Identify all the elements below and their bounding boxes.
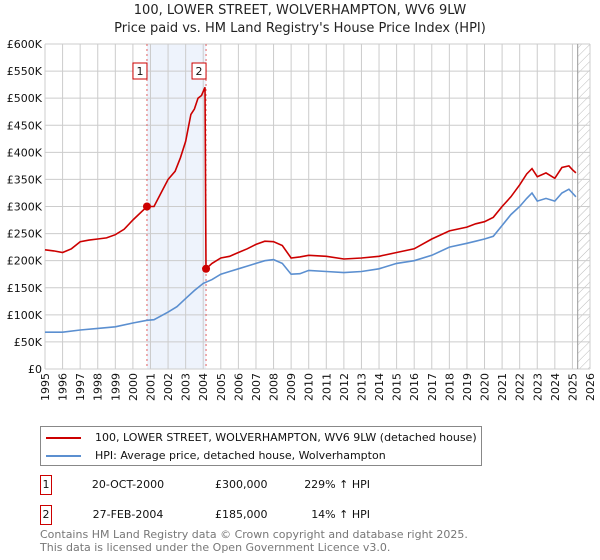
y-tick-label: £250K xyxy=(7,228,43,241)
sale-label-box xyxy=(132,62,148,80)
y-tick-label: £500K xyxy=(7,92,43,105)
transaction-price: £300,000 xyxy=(215,478,268,491)
transaction-hpi: 14% ↑ HPI xyxy=(311,508,370,521)
transaction-number: 2 xyxy=(40,505,52,525)
legend-swatch-blue xyxy=(46,454,81,457)
y-tick-label: £550K xyxy=(7,65,43,78)
x-tick-label: 2002 xyxy=(162,373,175,401)
x-tick-label: 2018 xyxy=(443,373,456,401)
sale-marker xyxy=(142,202,151,211)
transaction-row: 1 20-OCT-2000 £300,000 229% ↑ HPI xyxy=(40,475,440,495)
y-tick-label: £0 xyxy=(28,363,42,376)
x-tick-label: 2019 xyxy=(461,373,474,401)
price-chart: 1995 1996 1997 1998 1999 2000 2001 2002 2003 2004… xyxy=(7,40,597,401)
x-tick-label: 2022 xyxy=(514,373,527,401)
x-tick-label: 2013 xyxy=(355,373,368,401)
y-tick-label: £200K xyxy=(7,255,43,268)
y-tick-label: £150K xyxy=(7,282,43,295)
transaction-date: 27-FEB-2004 xyxy=(92,508,164,521)
x-tick-label: 2003 xyxy=(180,373,193,401)
transaction-hpi: 229% ↑ HPI xyxy=(304,478,370,491)
x-tick-label: 2000 xyxy=(127,373,140,401)
x-tick-label: 2016 xyxy=(408,373,421,401)
x-tick-label: 2004 xyxy=(197,373,210,401)
sale-marker xyxy=(202,264,211,273)
y-tick-label: £350K xyxy=(7,173,43,186)
x-tick-label: 2023 xyxy=(531,373,544,401)
x-tick-label: 1998 xyxy=(92,373,105,401)
transaction-row: 2 27-FEB-2004 £185,000 14% ↑ HPI xyxy=(40,505,440,525)
legend-swatch-red xyxy=(46,436,81,439)
footer-line: Contains HM Land Registry data © Crown c… xyxy=(40,528,468,541)
y-tick-label: £400K xyxy=(7,146,43,159)
x-tick-label: 2008 xyxy=(268,373,281,401)
footer: Contains HM Land Registry data © Crown c… xyxy=(40,528,468,554)
legend-label: HPI: Average price, detached house, Wolv… xyxy=(95,449,386,462)
y-tick-label: £450K xyxy=(7,119,43,132)
x-tick-label: 2024 xyxy=(549,373,562,401)
x-tick-label: 2025 xyxy=(566,373,579,401)
series-line xyxy=(45,188,577,334)
x-tick-label: 2020 xyxy=(479,373,492,401)
x-tick-label: 1999 xyxy=(109,373,122,401)
x-tick-label: 2021 xyxy=(496,373,509,401)
legend: 100, LOWER STREET, WOLVERHAMPTON, WV6 9L… xyxy=(40,426,482,466)
x-tick-label: 2010 xyxy=(303,373,316,401)
y-tick-label: £600K xyxy=(7,40,43,51)
transaction-date: 20-OCT-2000 xyxy=(91,478,165,491)
x-tick-label: 2005 xyxy=(215,373,228,401)
subtitle-line: Price paid vs. HM Land Registry's House … xyxy=(114,21,486,36)
x-tick-label: 2009 xyxy=(285,373,298,401)
y-tick-label: £300K xyxy=(7,201,43,214)
legend-item-hpi: HPI: Average price, detached house, Wolv… xyxy=(41,447,386,464)
x-tick-label: 1996 xyxy=(57,373,70,401)
x-tick-label: 2001 xyxy=(144,373,157,401)
y-tick-label: £100K xyxy=(7,309,43,322)
sale-label: 2 xyxy=(196,65,203,78)
x-tick-label: 1995 xyxy=(39,373,52,401)
x-tick-label: 2011 xyxy=(320,373,333,401)
sale-label-box xyxy=(191,62,207,80)
transaction-price: £185,000 xyxy=(215,508,268,521)
transaction-number: 1 xyxy=(40,475,52,495)
y-tick-label: £50K xyxy=(14,336,43,349)
title-line: 100, LOWER STREET, WOLVERHAMPTON, WV6 9L… xyxy=(133,3,467,18)
x-tick-label: 2014 xyxy=(373,373,386,401)
x-tick-label: 2006 xyxy=(232,373,245,401)
x-tick-label: 2015 xyxy=(391,373,404,401)
x-tick-label: 2017 xyxy=(426,373,439,401)
legend-label: 100, LOWER STREET, WOLVERHAMPTON, WV6 9L… xyxy=(95,431,477,444)
sale-label: 1 xyxy=(136,65,143,78)
x-tick-label: 1997 xyxy=(74,373,87,401)
legend-item-property: 100, LOWER STREET, WOLVERHAMPTON, WV6 9L… xyxy=(41,429,477,446)
chart-title: 100, LOWER STREET, WOLVERHAMPTON, WV6 9L… xyxy=(0,2,600,38)
x-tick-label: 2026 xyxy=(584,373,597,401)
footer-line: This data is licensed under the Open Gov… xyxy=(40,541,391,554)
x-tick-label: 2007 xyxy=(250,373,263,401)
series-line xyxy=(44,86,577,271)
x-tick-label: 2012 xyxy=(338,373,351,401)
